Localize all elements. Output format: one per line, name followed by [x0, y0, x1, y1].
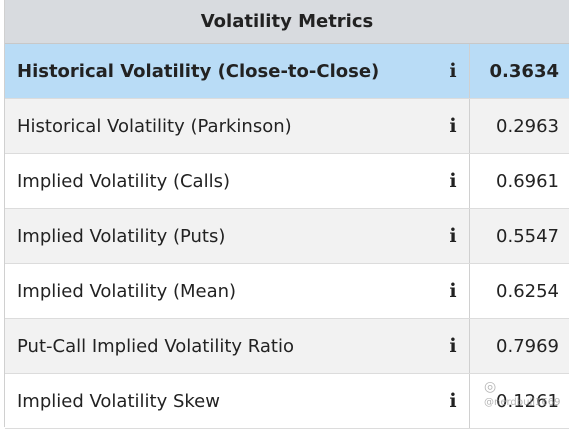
metric-label: Put-Call Implied Volatility Ratio [17, 335, 294, 357]
table-row: Historical Volatility (Close-to-Close) i… [5, 44, 569, 99]
table-title: Volatility Metrics [5, 0, 569, 44]
table-row: Implied Volatility Skew i 0.1261 [5, 374, 569, 429]
info-icon[interactable]: i [449, 280, 457, 302]
column-divider [469, 264, 470, 318]
info-icon[interactable]: i [449, 390, 457, 412]
info-icon[interactable]: i [449, 115, 457, 137]
metric-label: Implied Volatility (Calls) [17, 170, 230, 192]
column-divider [469, 319, 470, 373]
info-icon[interactable]: i [449, 170, 457, 192]
metric-label: Implied Volatility Skew [17, 390, 220, 412]
table-row: Implied Volatility (Mean) i 0.6254 [5, 264, 569, 319]
watermark-text: @nerdbull1669 [484, 397, 561, 408]
metric-value: 0.6254 [496, 280, 559, 302]
metric-value: 0.1261 [496, 390, 559, 412]
metric-label: Implied Volatility (Mean) [17, 280, 237, 302]
table-row: Implied Volatility (Calls) i 0.6961 [5, 154, 569, 209]
metric-label: Implied Volatility (Puts) [17, 225, 226, 247]
info-icon[interactable]: i [449, 225, 457, 247]
metric-value: 0.6961 [496, 170, 559, 192]
table-row: Implied Volatility (Puts) i 0.5547 [5, 209, 569, 264]
column-divider [469, 209, 470, 263]
table-row: Historical Volatility (Parkinson) i 0.29… [5, 99, 569, 154]
metric-value: 0.2963 [496, 115, 559, 137]
column-divider [469, 99, 470, 153]
metric-label: Historical Volatility (Close-to-Close) [17, 60, 380, 82]
metric-value: 0.5547 [496, 225, 559, 247]
volatility-metrics-table: Volatility Metrics Historical Volatility… [4, 0, 569, 429]
info-icon[interactable]: i [449, 60, 457, 82]
info-icon[interactable]: i [449, 335, 457, 357]
column-divider [469, 44, 470, 98]
table-row: Put-Call Implied Volatility Ratio i 0.79… [5, 319, 569, 374]
watermark: ◎ @nerdbull1669 [484, 380, 560, 410]
metric-value: 0.3634 [489, 60, 559, 82]
metric-label: Historical Volatility (Parkinson) [17, 115, 292, 137]
weibo-icon: ◎ [484, 379, 497, 395]
column-divider [469, 374, 470, 428]
column-divider [469, 154, 470, 208]
metric-value: 0.7969 [496, 335, 559, 357]
